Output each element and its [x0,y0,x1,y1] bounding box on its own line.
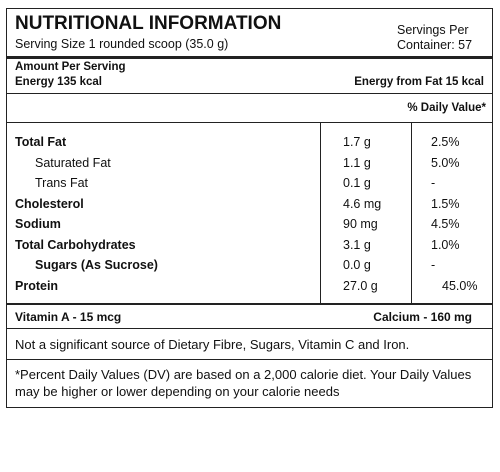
nutrient-name: Cholesterol [15,196,84,211]
nutrient-row: Sodium 90 mg 4.5% [7,215,492,235]
nutrient-amount: 90 mg [343,217,378,231]
nutrient-row: Cholesterol 4.6 mg 1.5% [7,195,492,215]
nutrient-amount: 4.6 mg [343,196,382,211]
energy-from-fat: Energy from Fat 15 kcal [354,76,484,88]
daily-value: 1.5% [431,196,460,211]
nutrient-row: Total Fat 1.7 g 2.5% [7,133,492,153]
nutrient-name: Saturated Fat [35,155,111,170]
nutrient-amount: 27.0 g [343,278,378,293]
nutrient-row: Trans Fat 0.1 g - [7,174,492,194]
nutrient-name: Trans Fat [35,176,89,190]
daily-value: 2.5% [431,135,460,149]
nutrient-amount: 0.0 g [343,258,371,272]
nutrient-amount: 3.1 g [343,237,371,252]
nutrient-amount: 0.1 g [343,176,371,190]
title: NUTRITIONAL INFORMATION [15,13,282,34]
nutrient-amount: 1.1 g [343,155,371,170]
divider [7,328,492,329]
nutrition-panel: NUTRITIONAL INFORMATION Serving Size 1 r… [6,8,493,408]
daily-value: - [431,176,436,190]
nutrient-name: Protein [15,278,59,293]
nutrient-name: Sugars (As Sucrose) [35,258,158,272]
daily-value: 4.5% [431,217,460,231]
serving-size: Serving Size 1 rounded scoop (35.0 g) [15,37,229,51]
energy: Energy 135 kcal [15,76,102,88]
dv-header: % Daily Value* [407,102,486,114]
divider [7,359,492,360]
servings-line: Servings Per [397,23,469,37]
nutrient-row: Saturated Fat 1.1 g 5.0% [7,154,492,174]
nutrient-amount: 1.7 g [343,135,371,149]
divider [7,56,492,59]
amount-label: Amount Per Serving [15,61,126,73]
nutrient-name: Sodium [15,217,61,231]
vitamin: Vitamin A - 15 mcg [15,310,122,324]
vitamin: Calcium - 160 mg [373,310,472,324]
footnote: *Percent Daily Values (DV) are based on … [15,367,472,399]
nutrient-name: Total Carbohydrates [15,237,136,252]
daily-value: - [431,258,436,272]
note: Not a significant source of Dietary Fibr… [15,337,410,352]
nutrient-name: Total Fat [15,135,67,149]
nutrient-row: Protein 27.0 g 45.0% [7,277,492,297]
divider [7,93,492,94]
divider [7,303,492,305]
nutrient-row: Sugars (As Sucrose) 0.0 g - [7,256,492,276]
daily-value: 5.0% [431,155,460,170]
daily-value: 45.0% [442,278,478,293]
servings-line: Container: 57 [397,38,473,52]
column-line [411,123,412,303]
daily-value: 1.0% [431,237,460,252]
nutrient-row: Total Carbohydrates 3.1 g 1.0% [7,236,492,256]
divider [7,122,492,123]
column-line [320,123,321,303]
